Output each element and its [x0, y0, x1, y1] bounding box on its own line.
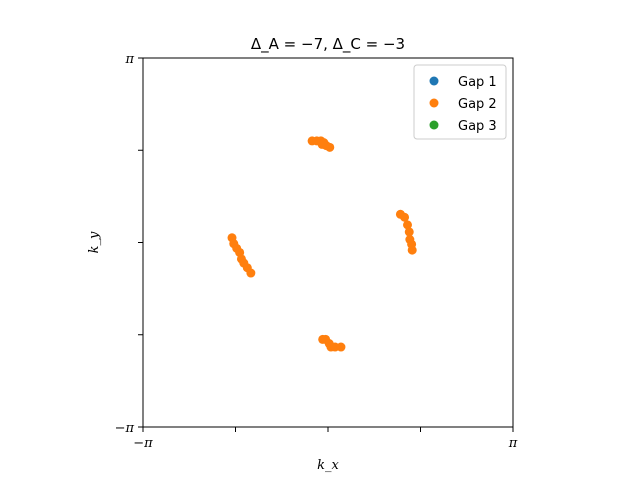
y-axis-label: k_y [87, 231, 102, 253]
x-tick-label: π [508, 436, 518, 451]
legend-marker [429, 120, 439, 130]
chart-title: Δ_A = −7, Δ_C = −3 [251, 35, 405, 54]
ticks-layer: −π π −π π [115, 52, 518, 451]
legend-label: Gap 1 [458, 75, 497, 90]
legend-label: Gap 2 [458, 97, 497, 112]
points-layer [227, 136, 417, 352]
legend: Gap 1 Gap 2 Gap 3 [413, 64, 507, 140]
y-tick-label: π [124, 52, 134, 67]
data-point [400, 212, 410, 222]
x-axis-label: k_x [317, 458, 339, 473]
legend-label: Gap 3 [458, 119, 497, 134]
data-point [404, 227, 414, 237]
legend-marker [429, 76, 439, 86]
data-point [336, 342, 346, 352]
y-tick-label: −π [115, 421, 135, 436]
legend-marker [429, 98, 439, 108]
x-tick-label: −π [133, 436, 153, 451]
data-point [325, 142, 335, 152]
data-point [407, 245, 417, 255]
data-point [246, 268, 256, 278]
data-point [403, 220, 412, 230]
data-point [317, 139, 327, 149]
